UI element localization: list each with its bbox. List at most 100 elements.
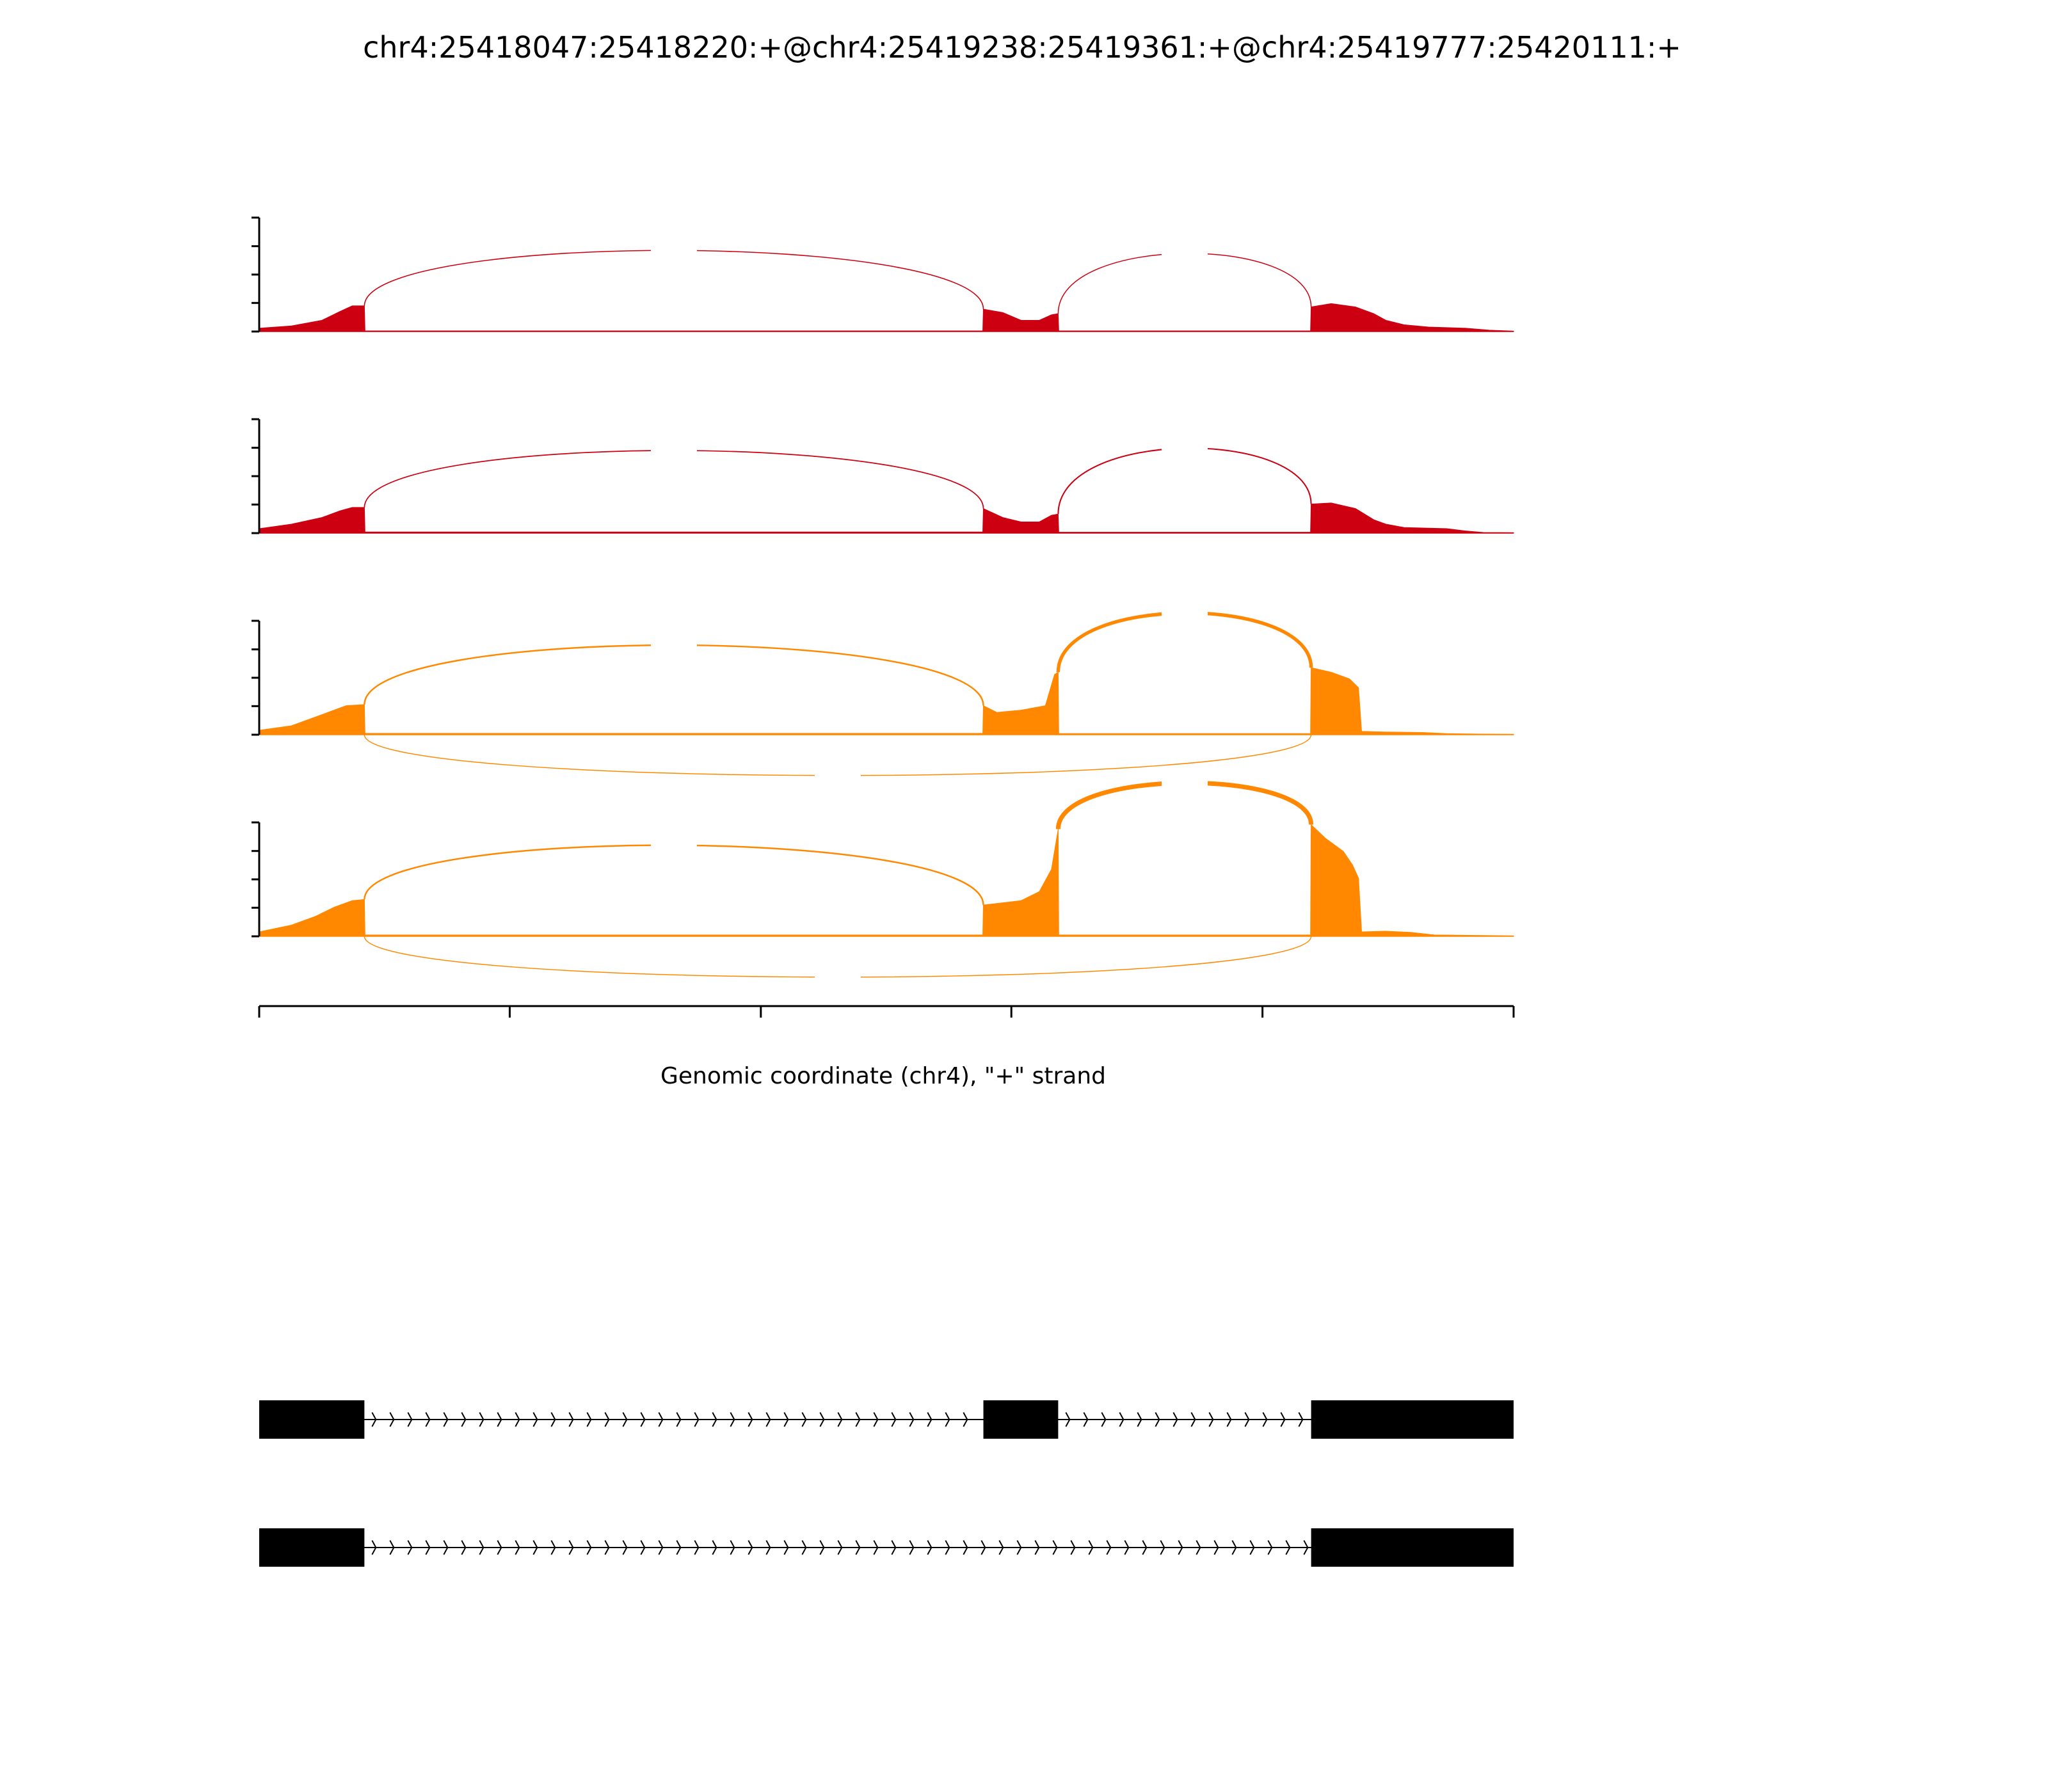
- strand-arrow: [855, 1540, 861, 1555]
- strand-arrow: [927, 1412, 932, 1427]
- strand-arrow: [801, 1412, 807, 1427]
- strand-arrow: [515, 1412, 520, 1427]
- junction-label-bg: [814, 762, 861, 787]
- strand-arrow: [1231, 1540, 1237, 1555]
- junction-label-bg: [650, 632, 697, 657]
- strand-arrow: [658, 1540, 664, 1555]
- strand-arrow: [1298, 1412, 1304, 1427]
- strand-arrow: [1213, 1540, 1219, 1555]
- strand-arrow: [479, 1412, 484, 1427]
- transcript-model: [259, 1400, 1514, 1439]
- strand-arrow: [1208, 1412, 1214, 1427]
- strand-arrow: [801, 1540, 807, 1555]
- strand-arrow: [945, 1540, 950, 1555]
- strand-arrow: [819, 1412, 825, 1427]
- strand-arrow: [980, 1540, 986, 1555]
- strand-arrow: [730, 1412, 735, 1427]
- strand-arrow: [909, 1412, 915, 1427]
- strand-arrow: [1172, 1412, 1178, 1427]
- strand-arrow: [640, 1412, 646, 1427]
- strand-arrow: [550, 1540, 556, 1555]
- strand-arrow: [909, 1540, 915, 1555]
- strand-arrow: [1137, 1412, 1142, 1427]
- strand-arrow: [532, 1540, 538, 1555]
- junction-label-bg: [814, 964, 861, 989]
- x-axis-label: Genomic coordinate (chr4), "+" strand: [660, 1063, 1106, 1089]
- exon-block: [1311, 1528, 1514, 1567]
- strand-arrow: [963, 1412, 968, 1427]
- strand-arrow: [730, 1540, 735, 1555]
- strand-arrow: [837, 1412, 843, 1427]
- strand-arrow: [1249, 1540, 1255, 1555]
- strand-arrow: [407, 1412, 413, 1427]
- strand-arrow: [1119, 1412, 1124, 1427]
- junction-label-bg: [650, 437, 697, 462]
- strand-arrow: [748, 1412, 753, 1427]
- exon-block: [1311, 1400, 1514, 1439]
- strand-arrow: [1285, 1540, 1291, 1555]
- strand-arrow: [783, 1412, 789, 1427]
- strand-arrow: [1155, 1412, 1160, 1427]
- strand-arrow: [479, 1540, 484, 1555]
- coverage-track: [252, 600, 1514, 787]
- strand-arrow: [532, 1412, 538, 1427]
- strand-arrow: [443, 1540, 449, 1555]
- junction-label-bg: [650, 237, 697, 262]
- strand-arrow: [998, 1540, 1004, 1555]
- strand-arrow: [604, 1540, 610, 1555]
- strand-arrow: [676, 1540, 682, 1555]
- transcript-model: [259, 1528, 1514, 1567]
- strand-arrow: [712, 1412, 717, 1427]
- strand-arrow: [855, 1412, 861, 1427]
- exon-block: [259, 1400, 365, 1439]
- coverage-track: [252, 770, 1514, 989]
- strand-arrow: [586, 1540, 592, 1555]
- strand-arrow: [945, 1412, 950, 1427]
- strand-arrow: [1262, 1412, 1268, 1427]
- strand-arrow: [1070, 1540, 1076, 1555]
- strand-arrow: [1034, 1540, 1040, 1555]
- strand-arrow: [891, 1540, 897, 1555]
- strand-arrow: [1101, 1412, 1107, 1427]
- junction-label-bg: [1162, 600, 1208, 625]
- junction-label-bg: [1162, 435, 1208, 460]
- strand-arrow: [1303, 1540, 1309, 1555]
- strand-arrow: [819, 1540, 825, 1555]
- strand-arrow: [694, 1540, 700, 1555]
- transcript-models: [259, 1400, 1514, 1567]
- strand-arrow: [1065, 1412, 1071, 1427]
- strand-arrow: [694, 1412, 700, 1427]
- strand-arrow: [1160, 1540, 1165, 1555]
- strand-arrow: [550, 1412, 556, 1427]
- strand-arrow: [425, 1412, 431, 1427]
- strand-arrow: [1088, 1540, 1094, 1555]
- strand-arrow: [371, 1412, 377, 1427]
- strand-arrow: [765, 1540, 771, 1555]
- strand-arrow: [1196, 1540, 1201, 1555]
- exon-block: [259, 1528, 365, 1567]
- strand-arrow: [1244, 1412, 1250, 1427]
- strand-arrow: [640, 1540, 646, 1555]
- chart-title: chr4:25418047:25418220:+@chr4:25419238:2…: [363, 30, 1681, 65]
- strand-arrow: [407, 1540, 413, 1555]
- strand-arrow: [658, 1412, 664, 1427]
- strand-arrow: [1190, 1412, 1196, 1427]
- junction-label-bg: [650, 832, 697, 857]
- strand-arrow: [1142, 1540, 1148, 1555]
- strand-arrow: [389, 1540, 395, 1555]
- strand-arrow: [1106, 1540, 1112, 1555]
- junction-label-bg: [1162, 240, 1208, 265]
- strand-arrow: [622, 1412, 628, 1427]
- strand-arrow: [748, 1540, 753, 1555]
- coverage-tracks: [252, 216, 1514, 989]
- strand-arrow: [1016, 1540, 1022, 1555]
- strand-arrow: [1267, 1540, 1273, 1555]
- strand-arrow: [963, 1540, 968, 1555]
- strand-arrow: [604, 1412, 610, 1427]
- strand-arrow: [425, 1540, 431, 1555]
- strand-arrow: [515, 1540, 520, 1555]
- strand-arrow: [1226, 1412, 1232, 1427]
- strand-arrow: [443, 1412, 449, 1427]
